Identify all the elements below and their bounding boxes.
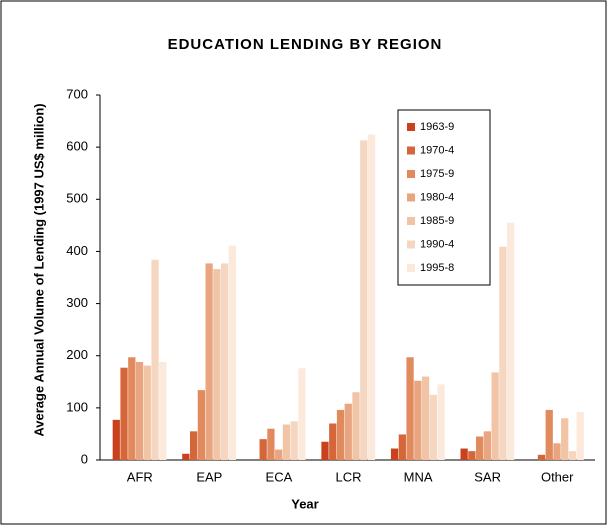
bar (128, 357, 136, 460)
bar (344, 403, 352, 460)
bar (352, 392, 360, 460)
bar (576, 412, 584, 460)
legend-swatch (407, 123, 415, 131)
bar (414, 380, 422, 460)
bar (406, 357, 414, 460)
bar (120, 367, 128, 460)
bar (275, 449, 283, 460)
bar (220, 263, 229, 460)
bar (282, 424, 291, 460)
x-tick-label: ECA (266, 469, 293, 484)
x-tick-label: Other (541, 469, 574, 484)
bar (112, 419, 120, 460)
legend-label: 1975-9 (420, 168, 454, 180)
legend-label: 1970-4 (420, 144, 454, 156)
legend-label: 1963-9 (420, 121, 454, 133)
legend-swatch (407, 146, 415, 155)
legend-swatch (407, 217, 415, 225)
bar (390, 448, 399, 460)
legend-swatch (407, 240, 415, 249)
y-tick-label: 500 (66, 191, 88, 206)
bar (421, 376, 430, 460)
bar (189, 431, 198, 460)
bar (205, 263, 213, 460)
bar (537, 454, 546, 460)
bar (476, 436, 484, 460)
legend-label: 1985-9 (420, 215, 454, 227)
bar (336, 409, 345, 460)
bar (561, 418, 569, 460)
chart-title: EDUCATION LENDING BY REGION (168, 36, 443, 53)
bar (159, 361, 167, 460)
y-tick-label: 200 (66, 347, 88, 362)
x-tick-label: MNA (404, 469, 433, 484)
y-tick-label: 400 (66, 243, 88, 258)
bar (460, 448, 468, 460)
bar (321, 441, 329, 460)
bar (545, 409, 553, 460)
bar (267, 428, 275, 460)
legend-label: 1990-4 (420, 238, 454, 250)
bar (143, 365, 151, 460)
bar (360, 140, 368, 460)
x-tick-label: SAR (474, 469, 501, 484)
x-tick-label: LCR (335, 469, 361, 484)
bar (290, 421, 298, 460)
y-tick-label: 100 (66, 399, 88, 414)
y-tick-label: 0 (81, 451, 88, 466)
bar (483, 431, 492, 460)
bar (468, 451, 476, 460)
bar (367, 134, 376, 460)
x-tick-label: EAP (196, 469, 222, 484)
legend-swatch (407, 170, 415, 178)
bar (507, 222, 515, 460)
bar (298, 368, 306, 460)
bar (197, 390, 205, 460)
bar (228, 245, 236, 460)
bar (437, 384, 445, 460)
legend-swatch (407, 193, 415, 202)
bar (568, 451, 577, 460)
y-axis-title: Average Annual Volume of Lending (1997 U… (31, 103, 46, 436)
y-tick-label: 700 (66, 86, 88, 101)
bar (553, 443, 561, 460)
x-axis-title: Year (291, 496, 318, 511)
legend-label: 1980-4 (420, 191, 454, 203)
bar (135, 361, 144, 460)
bar (398, 434, 406, 460)
legend-swatch (407, 264, 415, 272)
bar (429, 394, 437, 460)
bar (213, 269, 221, 460)
bar (182, 453, 190, 460)
bar (329, 423, 337, 460)
x-tick-label: AFR (127, 469, 153, 484)
bar (151, 259, 159, 460)
bar (499, 246, 507, 460)
bar (259, 439, 267, 460)
y-tick-label: 600 (66, 139, 88, 154)
y-tick-label: 300 (66, 295, 88, 310)
legend-label: 1995-8 (420, 262, 454, 274)
bar (491, 372, 499, 460)
